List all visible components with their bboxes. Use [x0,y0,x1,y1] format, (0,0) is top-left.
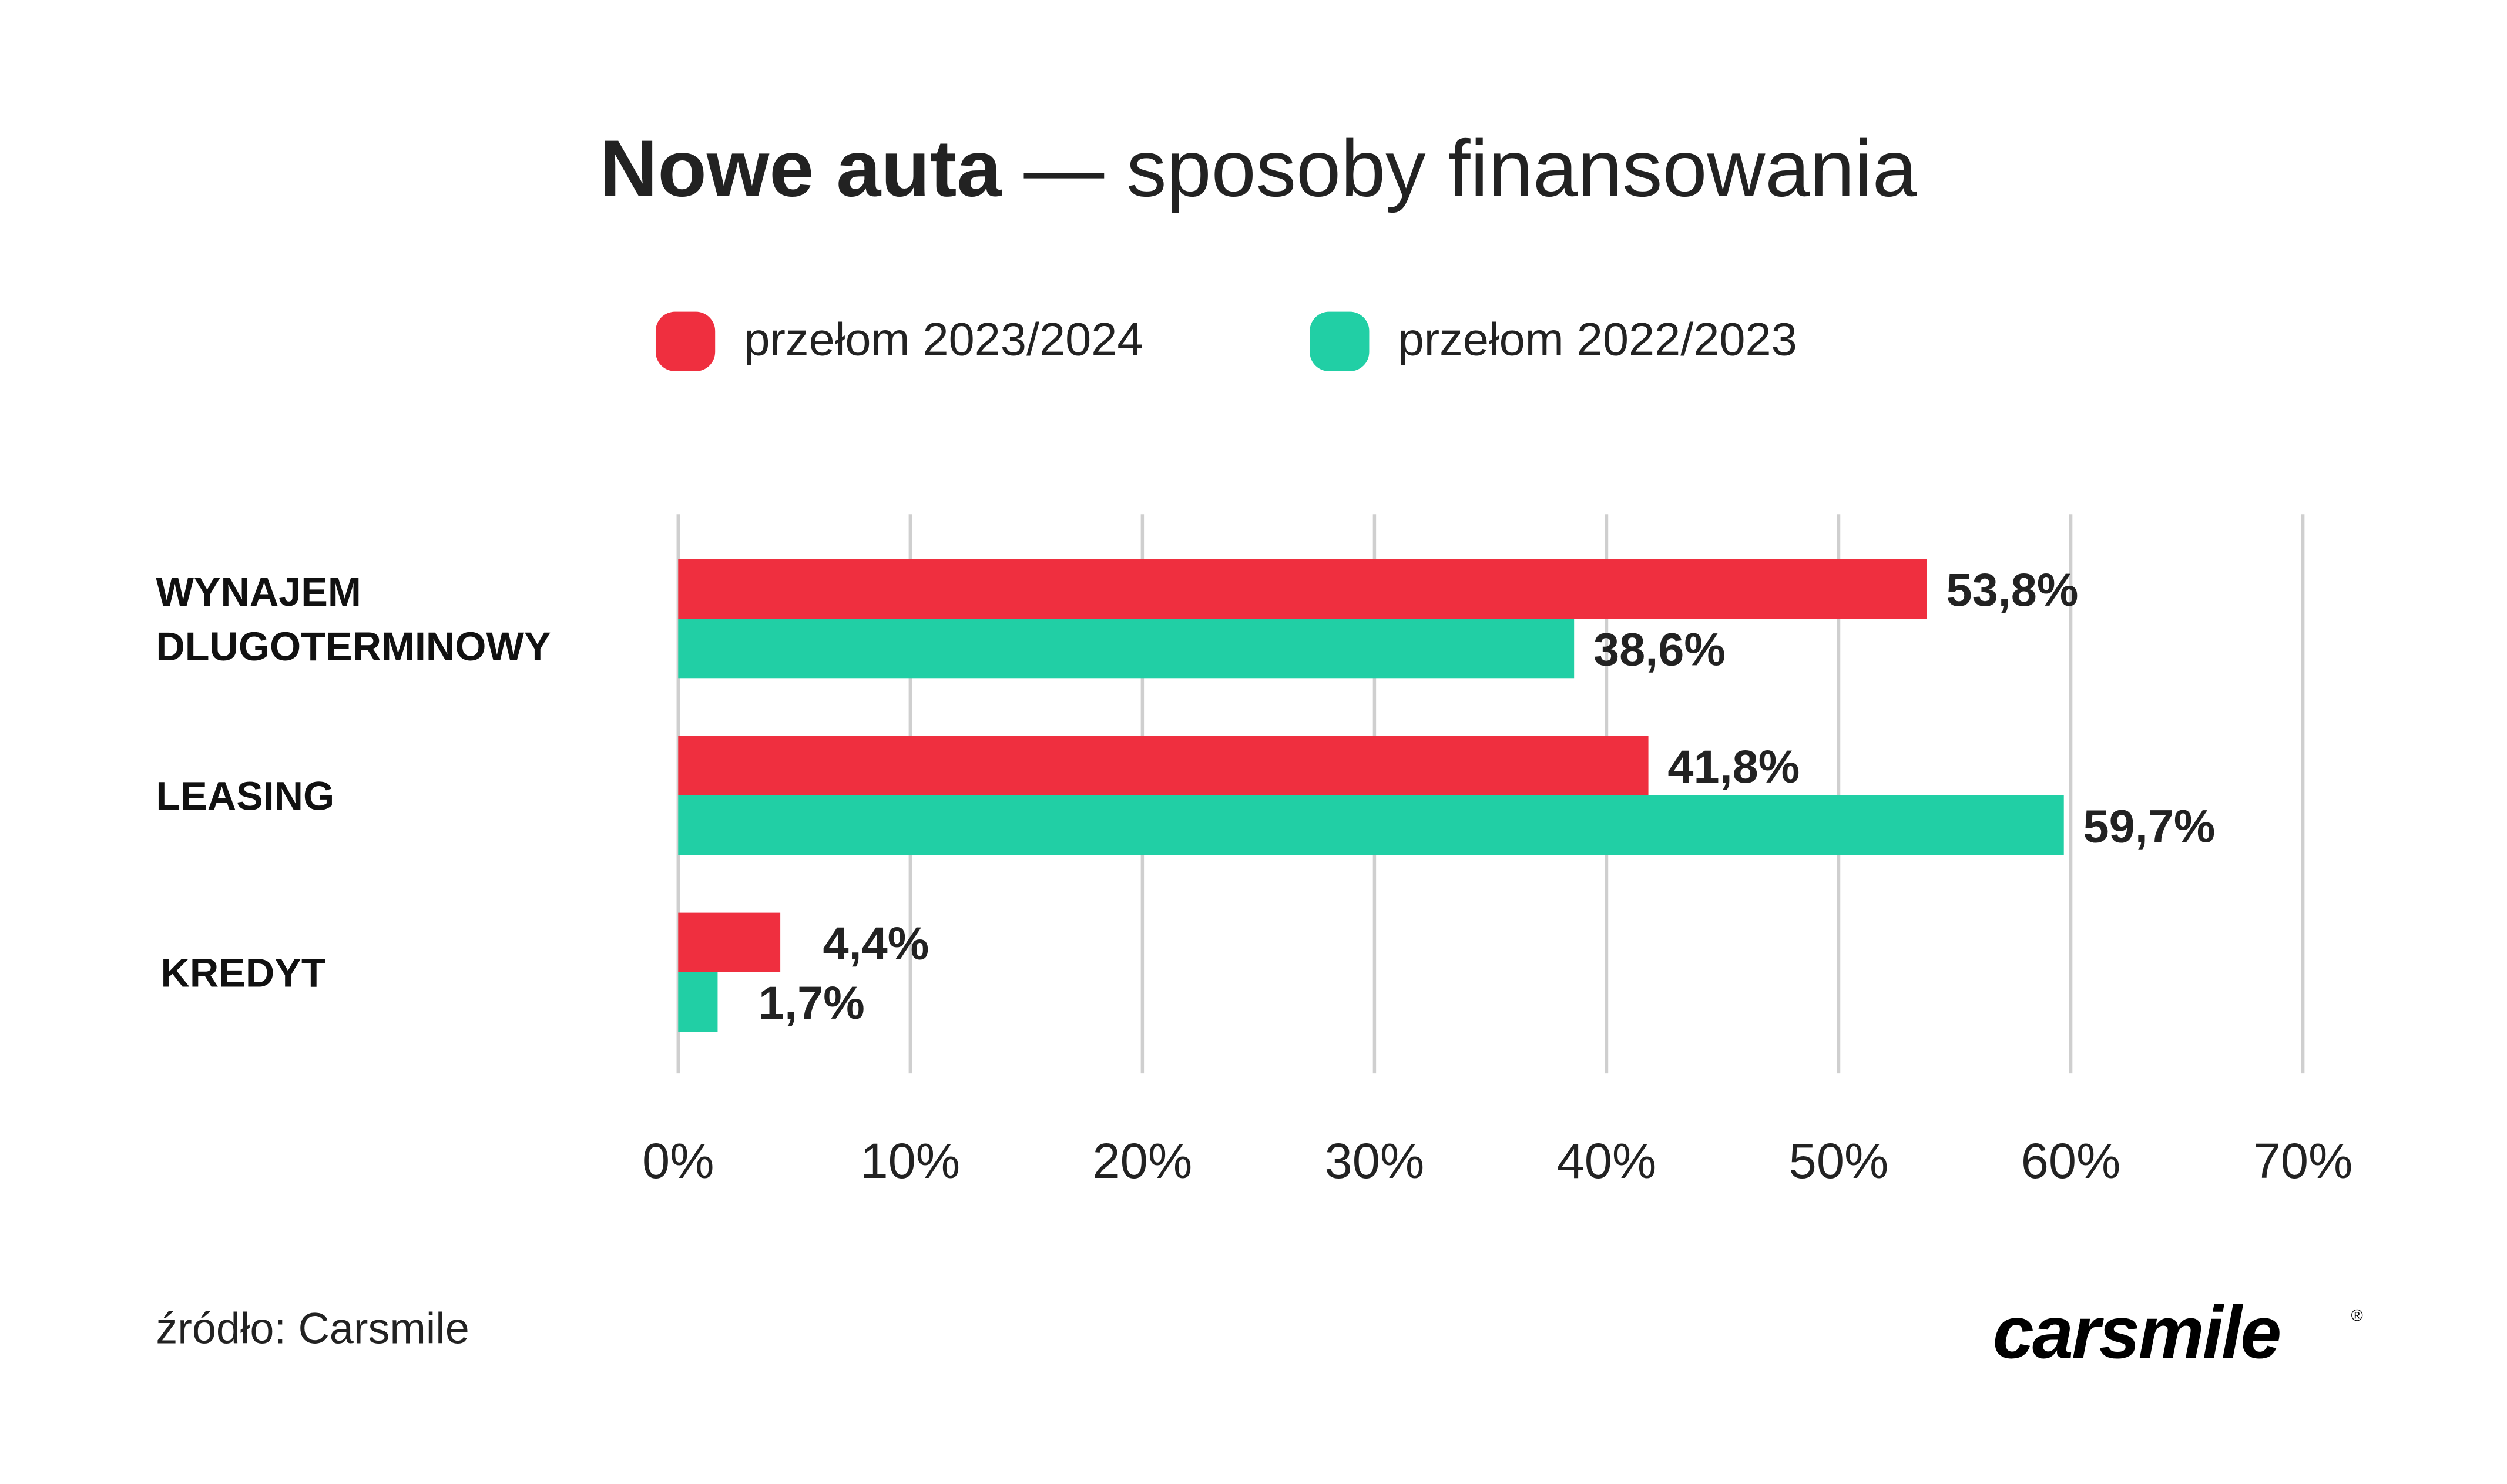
bar-2022-2023 [678,972,718,1032]
x-tick-label: 30% [1325,1133,1425,1188]
carsmile-logo: carsmile ® [1993,1291,2363,1374]
category-label: LEASING [156,774,334,819]
category-label: DLUGOTERMINOWY [156,625,551,669]
bar-2023-2024 [678,559,1927,619]
x-tick-label: 60% [2021,1133,2121,1188]
registered-mark-icon: ® [2351,1306,2363,1324]
x-tick-label: 50% [1789,1133,1889,1188]
legend: przełom 2023/2024 przełom 2022/2023 [655,311,1797,371]
x-tick-label: 40% [1557,1133,1657,1188]
title-bold: Nowe auta [600,123,1002,213]
category-label: WYNAJEM [156,570,361,615]
legend-label-2023-2024: przełom 2023/2024 [744,313,1143,365]
legend-label-2022-2023: przełom 2022/2023 [1398,313,1797,365]
source-note: źródło: Carsmile [156,1304,469,1353]
data-label: 59,7% [2083,800,2216,852]
bar-2023-2024 [678,736,1649,795]
data-label: 4,4% [823,917,929,969]
data-label: 41,8% [1667,740,1800,793]
bar-2023-2024 [678,912,781,972]
logo-text: carsmile [1993,1291,2280,1374]
category-label: KREDYT [161,951,326,995]
x-tick-label: 20% [1093,1133,1193,1188]
bars: 53,8% 38,6% 41,8% 59,7% 4,4% 1,7% [678,559,2215,1032]
legend-swatch-2023-2024 [655,311,716,371]
bar-2022-2023 [678,795,2064,855]
data-label: 38,6% [1593,623,1726,675]
x-tick-label: 70% [2253,1133,2353,1188]
x-axis-ticks: 0% 10% 20% 30% 40% 50% 60% 70% [642,1133,2352,1188]
legend-swatch-2022-2023 [1310,311,1370,371]
data-label: 53,8% [1946,563,2078,616]
x-tick-label: 10% [860,1133,960,1188]
chart-title: Nowe auta — sposoby finansowania [600,123,1918,213]
bar-2022-2023 [678,619,1575,679]
data-label: 1,7% [759,976,865,1029]
x-tick-label: 0% [642,1133,714,1188]
title-rest: — sposoby finansowania [1001,123,1917,213]
category-labels: WYNAJEM DLUGOTERMINOWY LEASING KREDYT [156,570,551,995]
